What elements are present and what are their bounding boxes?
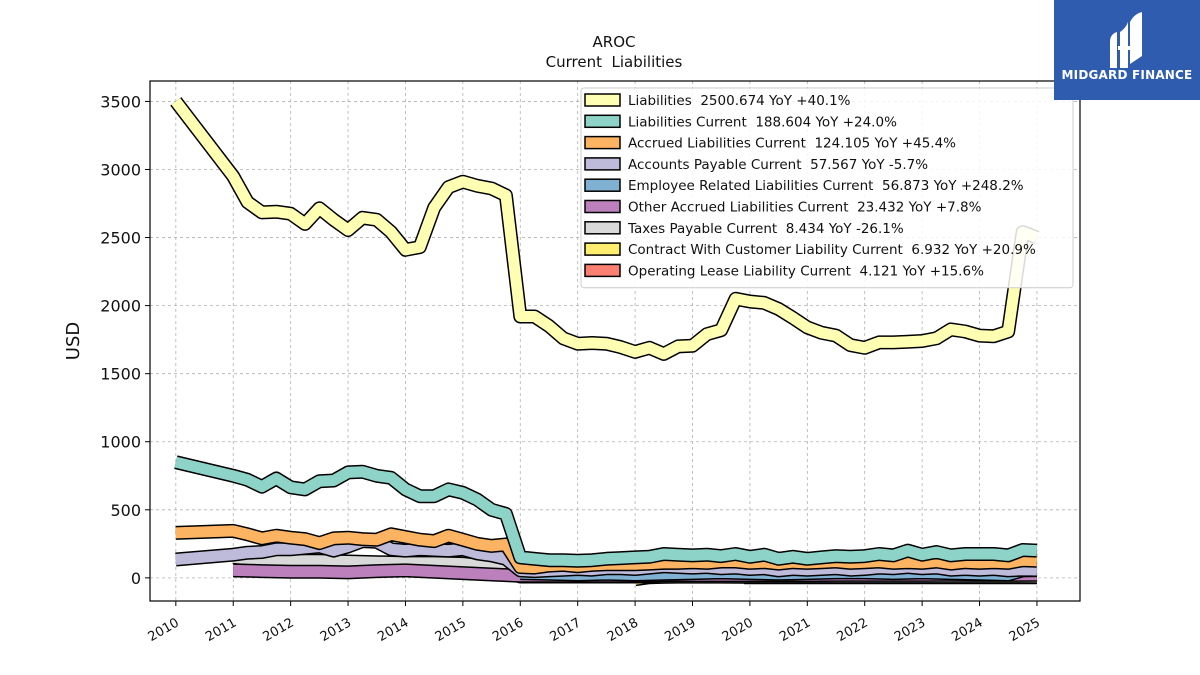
legend-swatch	[584, 114, 621, 129]
y-tick-label: 2000	[100, 297, 141, 316]
legend-swatch	[584, 263, 621, 278]
midgard-logo-icon	[1110, 12, 1142, 68]
x-tick-label: 2013	[318, 615, 354, 645]
legend-swatch	[584, 221, 621, 235]
legend-entry: Operating Lease Liability Current 4.121 …	[584, 263, 984, 279]
legend-label: Contract With Customer Liability Current…	[628, 242, 1036, 258]
legend-entry: Other Accrued Liabilities Current 23.432…	[584, 199, 982, 216]
x-tick-label: 2015	[433, 615, 469, 645]
legend-label: Liabilities Current 188.604 YoY +24.0%	[628, 114, 897, 130]
y-tick-label: 3000	[100, 160, 141, 179]
series-layer	[170, 97, 1040, 587]
y-tick-label: 3500	[100, 92, 141, 111]
x-tick-label: 2016	[490, 615, 526, 645]
brand-name: MIDGARD FINANCE	[1061, 68, 1193, 82]
legend-swatch	[584, 93, 621, 107]
legend-entry: Taxes Payable Current 8.434 YoY -26.1%	[584, 221, 904, 237]
legend-label: Employee Related Liabilities Current 56.…	[628, 178, 1024, 194]
x-tick-label: 2024	[949, 615, 985, 645]
y-axis-label: USD	[63, 322, 84, 360]
series-line	[171, 98, 1039, 360]
x-tick-label: 2011	[203, 615, 239, 645]
legend-entry: Employee Related Liabilities Current 56.…	[584, 178, 1024, 194]
legend-label: Operating Lease Liability Current 4.121 …	[628, 263, 984, 279]
y-tick-label: 1000	[100, 433, 141, 452]
x-tick-label: 2012	[260, 615, 296, 645]
legend-swatch	[584, 178, 621, 192]
legend: Liabilities 2500.674 YoY +40.1% Liabiliti…	[580, 87, 1074, 289]
legend-label: Accrued Liabilities Current 124.105 YoY …	[628, 136, 956, 152]
x-tick-label: 2019	[662, 615, 698, 645]
x-tick-label: 2018	[605, 615, 641, 645]
x-tick-label: 2020	[720, 615, 756, 645]
legend-entry: Liabilities Current 188.604 YoY +24.0%	[584, 114, 897, 130]
y-tick-label: 1500	[100, 365, 141, 384]
x-tick-label: 2014	[375, 615, 411, 645]
x-tick-label: 2025	[1007, 615, 1043, 645]
x-tick-label: 2023	[892, 615, 928, 645]
brand-logo: MIDGARD FINANCE	[1054, 0, 1200, 100]
x-tick-label: 2021	[777, 615, 813, 645]
legend-swatch	[584, 157, 621, 171]
x-tick-label: 2010	[146, 615, 182, 645]
legend-entry: Accounts Payable Current 57.567 YoY -5.7…	[584, 157, 928, 173]
series-line	[174, 456, 1038, 567]
y-tick-label: 500	[110, 501, 141, 520]
x-tick-label: 2017	[548, 615, 584, 645]
chart-title: AROC	[593, 33, 636, 51]
legend-swatch	[584, 199, 621, 214]
legend-entry: Contract With Customer Liability Current…	[584, 242, 1036, 258]
legend-label: Taxes Payable Current 8.434 YoY -26.1%	[627, 221, 904, 237]
series-liabilities	[170, 97, 1040, 361]
legend-label: Liabilities 2500.674 YoY +40.1%	[628, 93, 851, 109]
chart-subtitle: Current Liabilities	[546, 53, 683, 71]
legend-entry: Accrued Liabilities Current 124.105 YoY …	[584, 135, 956, 152]
legend-swatch	[584, 135, 621, 150]
legend-swatch	[584, 242, 621, 256]
legend-box	[580, 87, 1074, 289]
legend-entry: Liabilities 2500.674 YoY +40.1%	[584, 93, 851, 109]
series-liabilities-current	[174, 455, 1038, 568]
x-tick-label: 2022	[835, 615, 871, 645]
y-tick-label: 0	[131, 569, 141, 588]
legend-label: Other Accrued Liabilities Current 23.432…	[628, 200, 982, 216]
legend-label: Accounts Payable Current 57.567 YoY -5.7…	[628, 157, 928, 173]
y-tick-label: 2500	[100, 229, 141, 248]
plot-frame	[149, 80, 1081, 602]
